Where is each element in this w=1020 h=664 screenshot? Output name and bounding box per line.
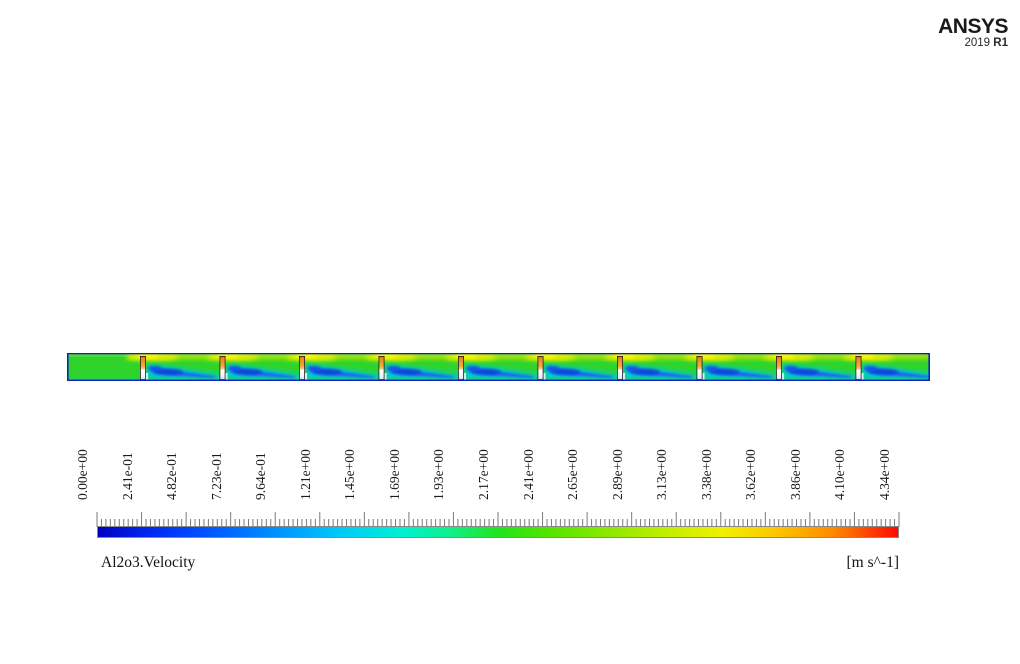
baffle (457, 356, 464, 381)
baffle (219, 356, 226, 381)
ansys-logo-brand: ANSYS (938, 15, 1008, 38)
velocity-contour-svg (67, 353, 930, 381)
colorbar-tick-label: 1.93e+00 (431, 449, 447, 500)
baffle (617, 356, 624, 381)
legend-unit: [m s^-1] (846, 554, 899, 571)
baffle (696, 356, 703, 381)
colorbar-tick-label: 1.21e+00 (297, 449, 313, 500)
colorbar-tick-label: 2.17e+00 (476, 449, 491, 500)
colorbar-tick-label: 2.41e+00 (520, 449, 536, 500)
colorbar-tick-label: 2.89e+00 (609, 449, 625, 500)
colorbar-tick-label: 3.13e+00 (654, 449, 670, 500)
baffle (855, 356, 862, 381)
colorbar-tick-label: 0.00e+00 (75, 449, 90, 500)
contour-plot (67, 353, 930, 381)
ansys-logo-release: R1 (993, 37, 1008, 49)
baffle (776, 356, 783, 381)
colorbar-tick-label: 2.65e+00 (565, 449, 581, 500)
colorbar-tick-label: 3.38e+00 (698, 449, 714, 500)
baffle (378, 356, 385, 381)
colorbar-gradient (97, 526, 899, 538)
colorbar-tick-label: 1.69e+00 (386, 449, 402, 500)
colorbar-tick-label: 3.86e+00 (787, 449, 803, 500)
colorbar-tick-label: 3.62e+00 (743, 449, 759, 500)
colorbar-tick-label: 4.10e+00 (832, 449, 848, 500)
colorbar-tick-label: 7.23e-01 (208, 452, 224, 500)
ansys-logo: ANSYS 2019 R1 (938, 16, 1008, 50)
legend-title: Al2o3.Velocity (101, 554, 196, 571)
colorbar-ruler (96, 512, 900, 527)
baffle (298, 356, 305, 381)
colorbar-tick-label: 2.41e-01 (119, 452, 135, 500)
ansys-logo-version: 2019 R1 (938, 37, 1009, 50)
ansys-logo-year: 2019 (964, 37, 991, 49)
colorbar-tick-label: 9.64e-01 (253, 452, 269, 500)
colorbar-tick-label: 1.45e+00 (342, 449, 358, 500)
colorbar-tick-label: 4.34e+00 (877, 449, 892, 500)
baffle (537, 356, 544, 381)
baffle (140, 356, 147, 381)
colorbar-tick-label: 4.82e-01 (164, 452, 180, 500)
